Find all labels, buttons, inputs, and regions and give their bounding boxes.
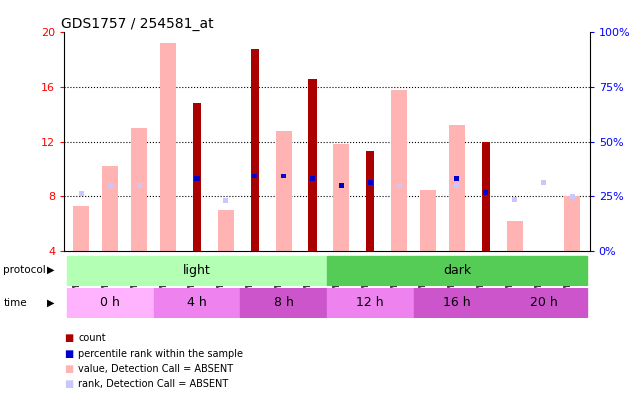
Bar (338, 183, 344, 188)
Bar (252, 173, 257, 178)
Bar (160, 43, 176, 251)
Bar (454, 183, 460, 188)
Bar (391, 90, 407, 251)
Text: ▶: ▶ (47, 265, 54, 275)
Text: 0 h: 0 h (101, 296, 121, 309)
Bar (483, 190, 488, 195)
Bar (368, 183, 373, 188)
Bar (79, 191, 84, 196)
Bar (397, 183, 402, 188)
Bar (194, 176, 199, 181)
Text: 12 h: 12 h (356, 296, 384, 309)
Bar (308, 79, 317, 251)
Bar (103, 166, 118, 251)
Text: 20 h: 20 h (529, 296, 558, 309)
Bar (368, 180, 373, 185)
Text: protocol: protocol (3, 265, 46, 275)
Text: ■: ■ (64, 349, 73, 358)
Text: 4 h: 4 h (187, 296, 207, 309)
Bar (154, 288, 240, 318)
Bar (413, 288, 500, 318)
Bar (108, 183, 113, 188)
Bar (251, 49, 259, 251)
Text: percentile rank within the sample: percentile rank within the sample (78, 349, 243, 358)
Bar (333, 145, 349, 251)
Text: GDS1757 / 254581_at: GDS1757 / 254581_at (62, 17, 214, 31)
Bar (137, 183, 142, 188)
Text: rank, Detection Call = ABSENT: rank, Detection Call = ABSENT (78, 379, 228, 389)
Bar (131, 128, 147, 251)
Bar (420, 190, 436, 251)
Text: ■: ■ (64, 333, 73, 343)
Text: 8 h: 8 h (274, 296, 294, 309)
Bar (449, 125, 465, 251)
Bar (327, 256, 587, 285)
Bar (512, 197, 517, 202)
Text: value, Detection Call = ABSENT: value, Detection Call = ABSENT (78, 364, 233, 374)
Text: time: time (3, 298, 27, 308)
Bar (218, 210, 234, 251)
Bar (74, 206, 89, 251)
Text: ■: ■ (64, 364, 73, 374)
Bar (500, 288, 587, 318)
Bar (565, 196, 580, 251)
Bar (193, 103, 201, 251)
Bar (327, 288, 413, 318)
Bar (194, 198, 199, 203)
Bar (276, 131, 292, 251)
Text: count: count (78, 333, 106, 343)
Bar (541, 180, 546, 185)
Bar (454, 176, 460, 181)
Bar (240, 288, 327, 318)
Bar (481, 142, 490, 251)
Bar (506, 221, 522, 251)
Bar (281, 173, 286, 178)
Text: light: light (183, 264, 211, 277)
Bar (223, 198, 228, 203)
Text: ■: ■ (64, 379, 73, 389)
Bar (67, 288, 154, 318)
Bar (310, 176, 315, 181)
Bar (570, 194, 575, 199)
Bar (366, 151, 374, 251)
Text: dark: dark (443, 264, 471, 277)
Text: 16 h: 16 h (443, 296, 470, 309)
Bar (310, 184, 315, 189)
Bar (67, 256, 327, 285)
Text: ▶: ▶ (47, 298, 54, 308)
